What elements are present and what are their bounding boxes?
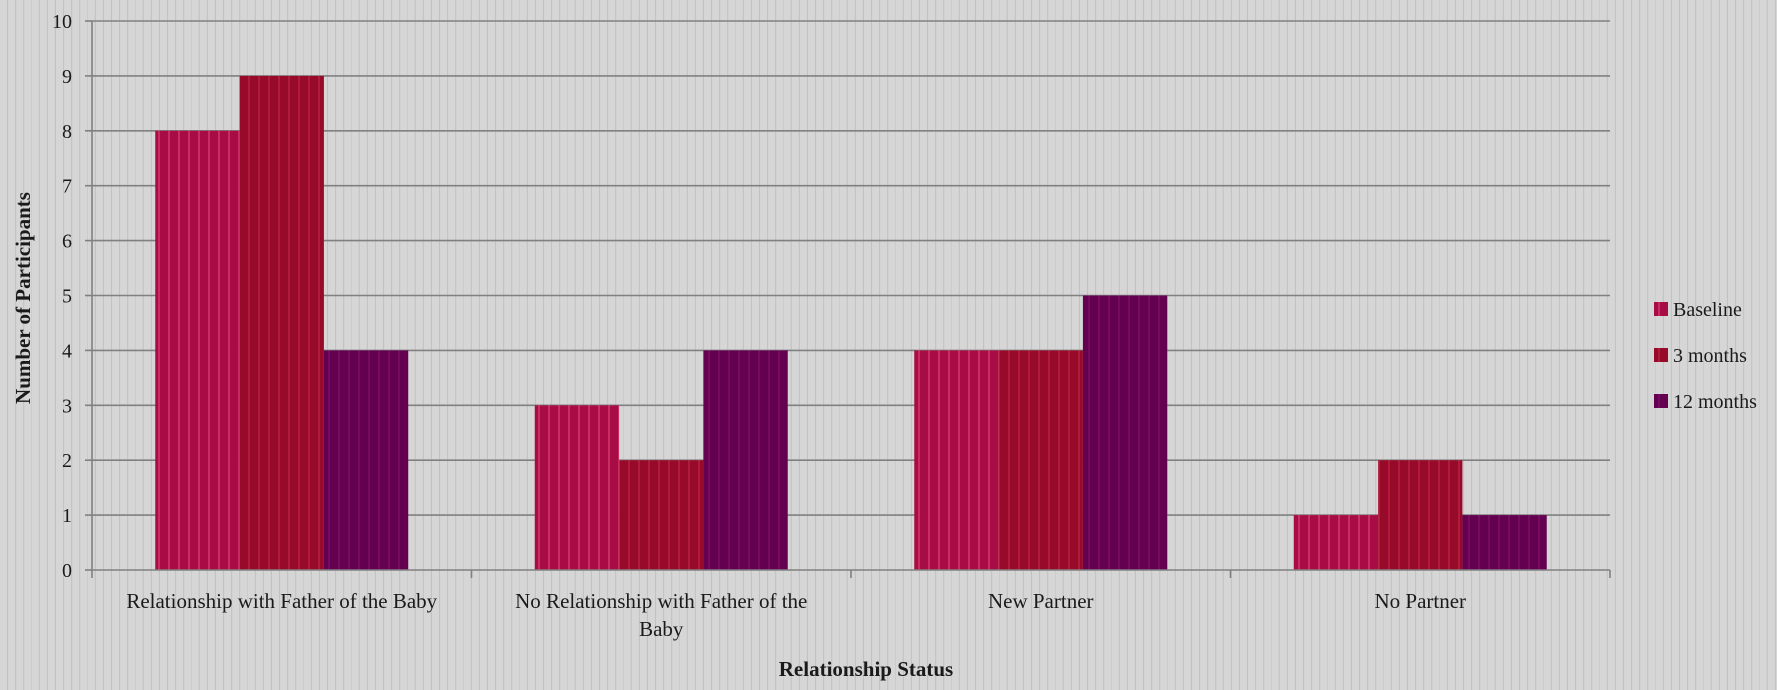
y-tick-label: 9	[62, 66, 72, 88]
legend-swatch	[1654, 394, 1668, 408]
y-tick-label: 8	[62, 121, 72, 143]
y-tick-label: 6	[62, 231, 72, 253]
x-tick-label-line: New Partner	[988, 589, 1094, 613]
bar	[1293, 515, 1379, 570]
bar	[914, 350, 999, 570]
bar	[703, 350, 788, 570]
x-tick-label: Relationship with Father of the Baby	[126, 589, 437, 613]
bar	[998, 350, 1083, 570]
y-tick-label: 0	[62, 560, 72, 582]
bar	[619, 460, 704, 570]
x-tick-label-line: Baby	[639, 617, 684, 641]
y-tick-label: 3	[62, 395, 72, 417]
bar	[1378, 460, 1463, 570]
x-tick-label-line: No Partner	[1374, 589, 1466, 613]
x-tick-label: No Partner	[1374, 589, 1466, 613]
bar	[155, 130, 240, 571]
y-tick-label: 4	[62, 340, 72, 362]
y-tick-label: 5	[62, 286, 72, 308]
y-axis-title: Number of Participants	[11, 192, 35, 404]
legend-label: 12 months	[1673, 391, 1757, 413]
legend-swatch	[1654, 302, 1668, 316]
y-tick-label: 1	[62, 505, 72, 527]
legend-label: 3 months	[1673, 345, 1747, 367]
y-tick-label: 2	[62, 450, 72, 472]
bar	[323, 350, 409, 570]
x-axis-title: Relationship Status	[779, 657, 953, 681]
y-tick-label: 10	[52, 11, 72, 33]
x-tick-label-line: Relationship with Father of the Baby	[126, 589, 437, 613]
legend-swatch	[1654, 348, 1668, 362]
bar	[1082, 295, 1168, 570]
x-tick-label-line: No Relationship with Father of the	[515, 589, 807, 613]
y-tick-label: 7	[62, 176, 72, 198]
bar	[1462, 515, 1547, 570]
bar	[239, 75, 324, 571]
x-tick-label: No Relationship with Father of the Baby	[515, 589, 807, 641]
bar	[534, 405, 620, 570]
legend-label: Baseline	[1673, 299, 1742, 321]
x-tick-label: New Partner	[988, 589, 1094, 613]
bars	[155, 75, 1547, 571]
axes: 0 1 2 3 4 5 6 7 8 9 10 Relationship with Father of …	[52, 11, 1611, 641]
legend: Baseline 3 months 12 months	[1654, 299, 1757, 413]
